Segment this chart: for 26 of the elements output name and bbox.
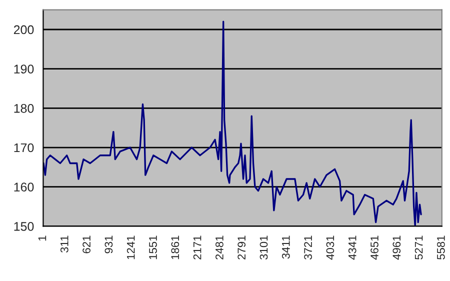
x-tick-label: 3101 [260, 236, 268, 260]
x-tick-label: 2481 [216, 236, 224, 260]
y-tick-label: 170 [14, 143, 34, 152]
x-tick-label: 4341 [348, 236, 356, 260]
x-tick-label: 1 [38, 236, 46, 241]
y-tick-label: 150 [14, 222, 34, 231]
y-tick-label: 200 [14, 25, 34, 34]
y-tick-label: 190 [14, 64, 34, 74]
line-series [43, 20, 422, 226]
x-tick-label: 311 [60, 236, 68, 253]
x-tick-label: 1551 [149, 236, 157, 260]
x-tick-label: 1861 [171, 236, 180, 260]
x-tick-label: 2171 [193, 236, 202, 260]
x-tick-label: 5581 [437, 236, 445, 260]
y-tick-label: 160 [14, 182, 34, 192]
x-tick-label: 4961 [392, 236, 401, 260]
x-tick-label: 3721 [304, 236, 312, 260]
x-tick-label: 4031 [326, 236, 334, 260]
x-tick-label: 621 [82, 236, 90, 254]
x-tick-label: 931 [104, 236, 113, 254]
x-tick-label: 5271 [414, 236, 423, 260]
y-tick-label: 180 [14, 104, 34, 113]
x-tick-label: 3411 [282, 236, 290, 259]
x-tick-label: 4651 [370, 236, 378, 260]
x-tick-label: 2791 [238, 236, 246, 260]
x-tick-label: 1241 [126, 236, 135, 260]
